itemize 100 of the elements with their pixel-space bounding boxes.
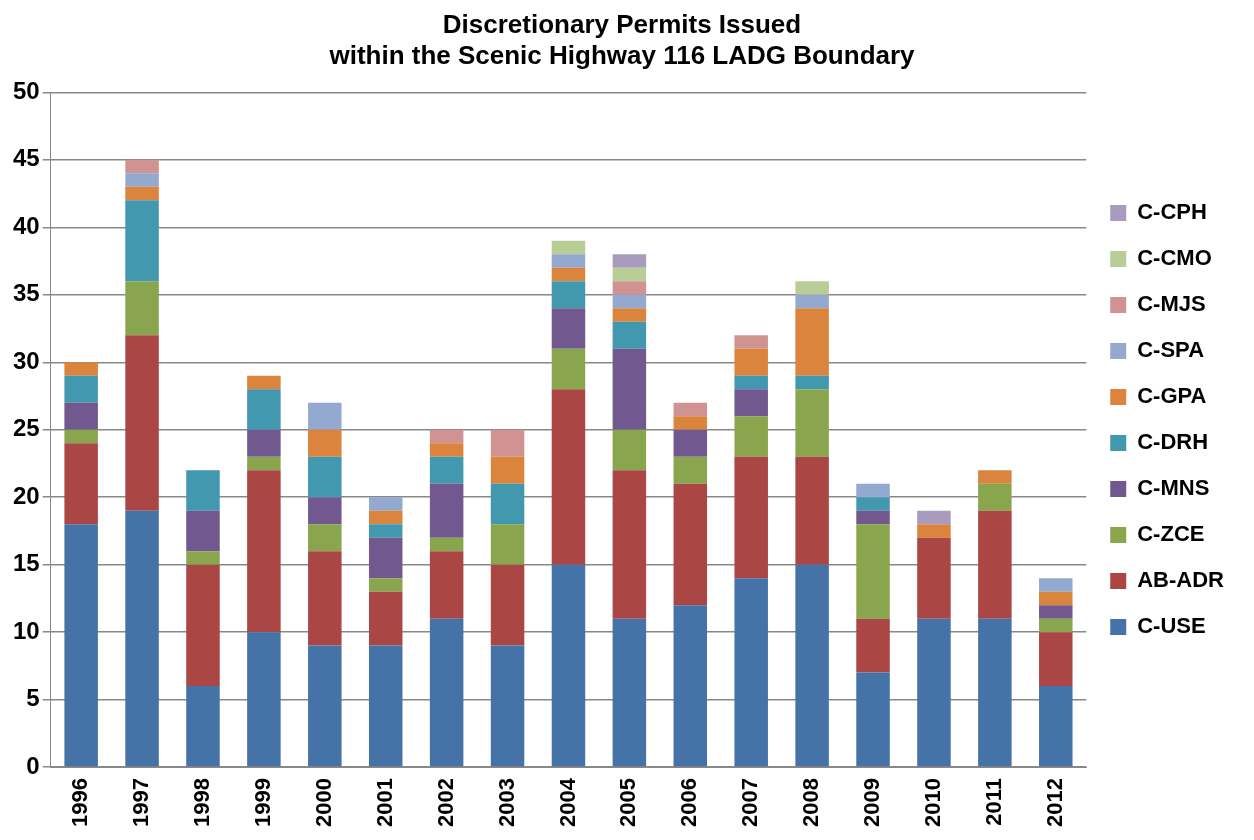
legend-label: C-DRH	[1137, 429, 1209, 455]
bar	[612, 294, 647, 309]
bar	[429, 551, 464, 619]
legend-label: C-SPA	[1137, 337, 1205, 363]
bar	[247, 375, 281, 390]
bar	[795, 564, 829, 767]
bar	[612, 267, 647, 282]
bar	[795, 389, 829, 457]
bar	[247, 470, 281, 633]
bar	[490, 483, 525, 525]
y-tick-label: 25	[12, 414, 40, 442]
bar	[308, 402, 342, 430]
bar	[186, 686, 220, 767]
bar	[64, 402, 98, 430]
x-tick-label: 2003	[493, 778, 519, 828]
bar	[978, 483, 1012, 511]
legend-label: C-CMO	[1137, 245, 1212, 271]
bar	[917, 537, 951, 619]
bar	[186, 510, 220, 552]
bar	[125, 510, 159, 767]
bar	[308, 429, 342, 457]
bar	[308, 456, 342, 498]
y-tick-label: 0	[26, 751, 40, 779]
bar	[64, 429, 98, 444]
bar	[978, 510, 1012, 619]
bar	[551, 240, 586, 255]
bar	[368, 578, 403, 592]
x-tick-label: 1997	[128, 778, 154, 828]
legend-label: C-USE	[1137, 613, 1206, 639]
y-tick-label: 45	[12, 144, 40, 172]
bar	[551, 564, 586, 767]
legend-label: C-GPA	[1137, 383, 1207, 409]
bar	[368, 497, 403, 511]
bar	[551, 389, 586, 565]
bar	[856, 672, 890, 767]
bar	[673, 605, 708, 767]
bar	[247, 632, 281, 767]
bar	[368, 537, 403, 579]
bar	[612, 348, 647, 430]
bar	[368, 645, 403, 767]
bar	[673, 429, 708, 457]
y-tick-label: 15	[12, 549, 40, 577]
bar	[125, 281, 159, 336]
legend-label: C-ZCE	[1137, 521, 1205, 547]
bar	[186, 564, 220, 687]
bar	[308, 551, 342, 646]
bar	[247, 456, 281, 471]
bar	[186, 551, 220, 565]
bar	[795, 294, 829, 309]
bar	[734, 335, 768, 349]
x-tick-label: 2008	[798, 778, 824, 828]
bar	[490, 456, 525, 484]
bar	[551, 254, 586, 268]
bar	[978, 618, 1012, 767]
bar	[551, 267, 586, 282]
bar	[1039, 618, 1073, 633]
x-tick-label: 1999	[249, 778, 275, 828]
bar	[490, 429, 525, 457]
bar	[917, 618, 951, 767]
y-tick-label: 40	[12, 211, 40, 239]
bar	[64, 362, 98, 376]
bar	[429, 537, 464, 552]
bar	[1039, 578, 1073, 592]
bar	[429, 456, 464, 484]
bar	[125, 200, 159, 282]
y-tick-label: 10	[12, 616, 40, 644]
bar	[612, 470, 647, 619]
bar	[125, 159, 159, 174]
bar	[612, 254, 647, 268]
bar	[856, 618, 890, 673]
bar	[125, 186, 159, 201]
bar	[673, 416, 708, 430]
y-tick-label: 20	[12, 481, 40, 509]
bar	[795, 456, 829, 565]
chart-title: Discretionary Permits Issued within the Scenic Highway 116 LADG Boundary	[328, 8, 916, 70]
bar	[308, 645, 342, 767]
bar	[429, 429, 464, 444]
legend-label: C-MNS	[1137, 475, 1210, 501]
y-tick-label: 30	[12, 346, 40, 374]
bar	[551, 348, 586, 390]
bar	[1039, 591, 1073, 606]
y-tick-label: 35	[12, 279, 40, 307]
bar	[247, 389, 281, 430]
bar	[64, 443, 98, 525]
bar	[612, 308, 647, 322]
bar	[247, 429, 281, 457]
bar	[490, 564, 525, 646]
bar	[490, 524, 525, 565]
bar	[429, 618, 464, 767]
bar	[673, 483, 708, 606]
bar	[978, 470, 1012, 484]
bar	[1039, 632, 1073, 687]
bar	[551, 308, 586, 349]
legend-label: AB-ADR	[1137, 567, 1225, 593]
legend-label: C-MJS	[1137, 291, 1206, 317]
bar	[856, 510, 890, 525]
bar	[917, 510, 951, 525]
x-tick-label: 2005	[615, 778, 641, 828]
bar	[795, 281, 829, 295]
bar	[856, 483, 890, 498]
